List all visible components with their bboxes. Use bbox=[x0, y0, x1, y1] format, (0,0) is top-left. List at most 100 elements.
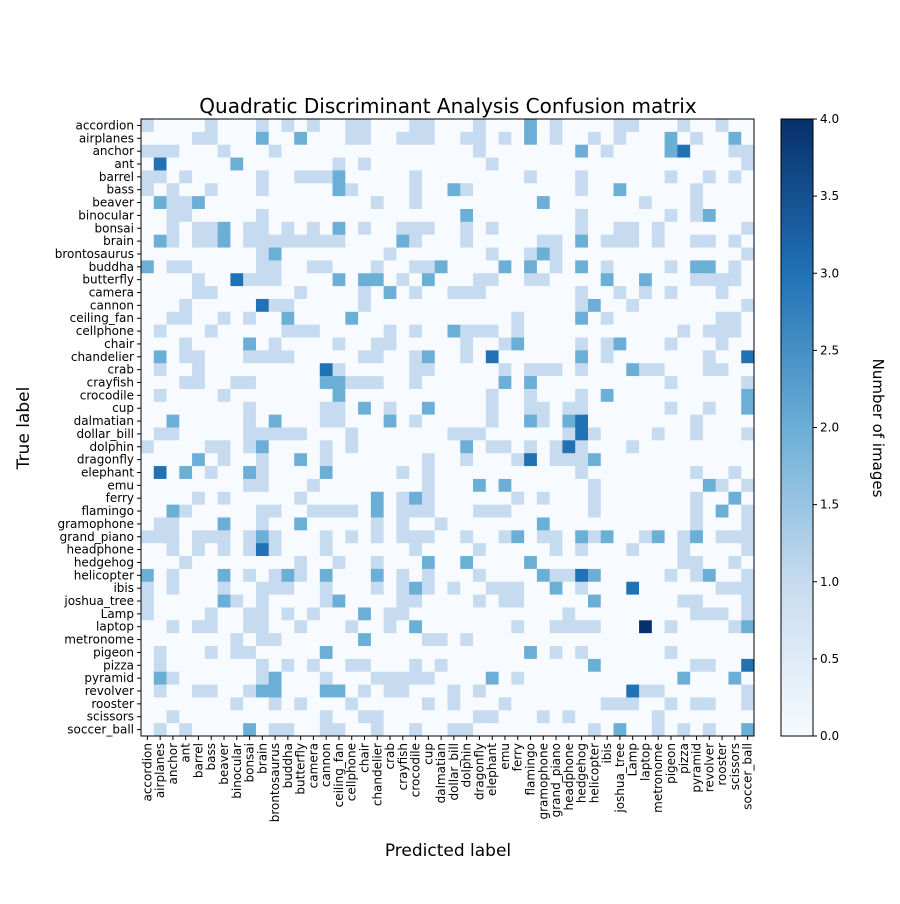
heatmap-cell bbox=[307, 697, 321, 711]
heatmap-cell bbox=[485, 543, 499, 557]
heatmap-cell bbox=[230, 478, 244, 493]
heatmap-cell bbox=[281, 183, 295, 197]
heatmap-cell bbox=[217, 376, 231, 390]
heatmap-cell bbox=[434, 388, 448, 403]
heatmap-cell bbox=[447, 208, 461, 223]
heatmap-cell bbox=[204, 208, 219, 223]
heatmap-cell bbox=[473, 208, 487, 223]
heatmap-cell bbox=[281, 710, 295, 724]
heatmap-cell bbox=[294, 658, 308, 673]
heatmap-cell bbox=[307, 556, 321, 570]
x-tick-label: dolphin bbox=[460, 743, 474, 787]
heatmap-cell bbox=[511, 646, 525, 660]
heatmap-cell bbox=[217, 157, 231, 171]
heatmap-cell bbox=[536, 350, 551, 364]
heatmap-cell bbox=[664, 517, 678, 531]
heatmap-cell bbox=[230, 119, 244, 133]
heatmap-cell bbox=[549, 517, 563, 531]
heatmap-cell bbox=[562, 311, 576, 326]
heatmap-cell bbox=[613, 247, 627, 261]
heatmap-cell bbox=[332, 710, 346, 724]
heatmap-cell bbox=[358, 196, 372, 210]
heatmap-cell bbox=[651, 607, 665, 621]
y-tick-label: grand_piano bbox=[60, 530, 134, 544]
colorbar-tick-label: 0.0 bbox=[820, 729, 839, 743]
heatmap-cell bbox=[332, 388, 346, 403]
heatmap-cell bbox=[192, 517, 206, 531]
heatmap-cell bbox=[332, 568, 346, 583]
heatmap-cell bbox=[473, 247, 487, 261]
heatmap-cell bbox=[587, 504, 602, 518]
heatmap-cell bbox=[434, 337, 448, 351]
heatmap-cell bbox=[230, 414, 244, 428]
heatmap-cell bbox=[651, 504, 665, 518]
heatmap-cell bbox=[524, 633, 538, 647]
heatmap-cell bbox=[511, 388, 525, 403]
heatmap-cell bbox=[294, 337, 308, 351]
heatmap-cell bbox=[345, 414, 359, 428]
heatmap-cell bbox=[600, 453, 614, 467]
heatmap-cell bbox=[702, 247, 717, 261]
heatmap-cell bbox=[307, 710, 321, 724]
heatmap-cell bbox=[524, 491, 538, 506]
heatmap-cell bbox=[332, 671, 346, 685]
heatmap-cell bbox=[715, 337, 729, 351]
heatmap-cell bbox=[677, 556, 691, 570]
heatmap-cell bbox=[485, 183, 499, 197]
heatmap-cell bbox=[243, 119, 257, 133]
heatmap-cell bbox=[549, 594, 563, 608]
heatmap-cell bbox=[409, 260, 423, 274]
heatmap-cell bbox=[166, 234, 180, 248]
heatmap-cell bbox=[587, 414, 602, 428]
heatmap-cell bbox=[626, 298, 640, 313]
heatmap-cell bbox=[230, 208, 244, 223]
heatmap-cell bbox=[715, 517, 729, 531]
heatmap-cell bbox=[217, 208, 231, 223]
heatmap-cell bbox=[383, 427, 397, 441]
heatmap-cell bbox=[204, 543, 219, 557]
heatmap-cell bbox=[613, 491, 627, 506]
heatmap-cell bbox=[434, 517, 448, 531]
heatmap-cell bbox=[307, 401, 321, 416]
heatmap-cell bbox=[536, 401, 551, 416]
heatmap-cell bbox=[562, 388, 576, 403]
heatmap-cell bbox=[332, 208, 346, 223]
heatmap-cell bbox=[281, 350, 295, 364]
y-tick-label: crab bbox=[107, 363, 134, 377]
colorbar bbox=[780, 118, 814, 737]
heatmap-cell bbox=[741, 517, 755, 531]
heatmap-cell bbox=[575, 723, 589, 737]
heatmap-cell bbox=[332, 131, 346, 146]
heatmap-cell bbox=[421, 183, 436, 197]
heatmap-cell bbox=[536, 260, 551, 274]
heatmap-cell bbox=[728, 298, 742, 313]
heatmap-cell bbox=[715, 311, 729, 326]
heatmap-cell bbox=[511, 620, 525, 634]
heatmap-cell bbox=[153, 183, 167, 197]
heatmap-cell bbox=[447, 658, 461, 673]
heatmap-cell bbox=[651, 273, 665, 287]
heatmap-cell bbox=[230, 594, 244, 608]
heatmap-cell bbox=[460, 491, 474, 506]
heatmap-cell bbox=[230, 607, 244, 621]
heatmap-cell bbox=[511, 131, 525, 146]
heatmap-cell bbox=[294, 170, 308, 184]
heatmap-cell bbox=[677, 466, 691, 480]
heatmap-cell bbox=[358, 581, 372, 595]
heatmap-cell bbox=[460, 376, 474, 390]
heatmap-cell bbox=[268, 298, 282, 313]
heatmap-cell bbox=[600, 119, 614, 133]
heatmap-cell bbox=[383, 388, 397, 403]
heatmap-cell bbox=[192, 337, 206, 351]
heatmap-cell bbox=[319, 388, 333, 403]
heatmap-cell bbox=[575, 556, 589, 570]
heatmap-cell bbox=[460, 337, 474, 351]
heatmap-cell bbox=[651, 671, 665, 685]
heatmap-cell bbox=[613, 723, 627, 737]
heatmap-cell bbox=[549, 543, 563, 557]
heatmap-cell bbox=[498, 543, 512, 557]
heatmap-cell bbox=[473, 491, 487, 506]
heatmap-cell bbox=[141, 234, 155, 248]
heatmap-cell bbox=[370, 273, 385, 287]
heatmap-cell bbox=[255, 646, 270, 660]
